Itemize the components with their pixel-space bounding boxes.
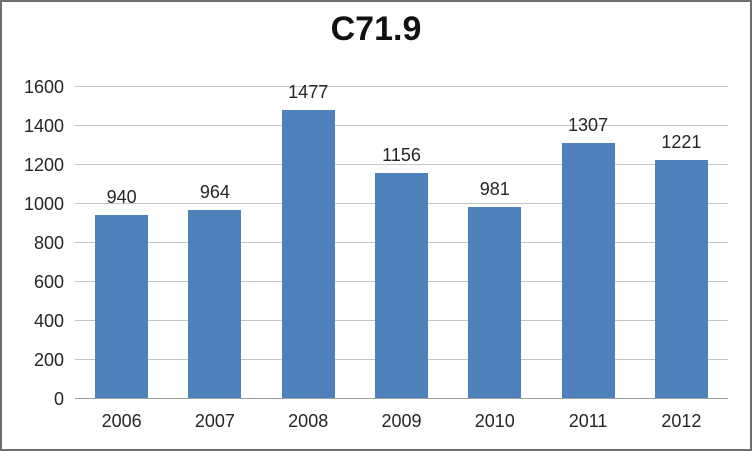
x-tick-label: 2008 [288,411,329,431]
y-tick-label: 1000 [23,194,64,214]
bar-2011 [561,143,615,398]
y-tick-label: 1600 [23,77,64,97]
bar-2012 [654,159,708,398]
bar-2007 [188,210,242,398]
bar-value-label: 1221 [661,131,702,152]
x-tick-label: 2010 [474,411,515,431]
x-tick-label: 2009 [381,411,422,431]
bar-value-label: 981 [479,178,510,199]
y-axis: 0 200 400 600 800 1000 1200 1400 1600 [2,77,64,409]
y-tick-label: 600 [33,272,64,292]
gridline [75,125,728,126]
y-tick-label: 800 [33,233,64,253]
y-tick-label: 200 [33,350,64,370]
bar-value-label: 1477 [288,82,329,102]
gridline [75,164,728,165]
x-tick-label: 2006 [101,411,142,431]
bar-value-label: 964 [199,182,230,203]
x-axis: 2006 2007 2008 2009 2010 2011 2012 [75,408,728,434]
y-tick-label: 0 [53,389,64,409]
chart-title: C71.9 [330,10,422,48]
y-tick-label: 400 [33,311,64,331]
y-tick-label: 1200 [23,155,64,175]
x-axis-line [75,398,728,399]
plot-area: 940 964 1477 1156 981 1307 1221 [75,82,728,399]
bar-value-label: 940 [106,186,137,207]
gridline [75,86,728,87]
x-tick-label: 2007 [194,411,235,431]
x-tick-label: 2012 [661,411,702,431]
bar-2009 [375,172,428,398]
y-tick-label: 1400 [23,116,64,136]
x-tick-label: 2011 [568,411,608,431]
bar-value-label: 1307 [568,115,609,136]
bar-2006 [95,214,149,398]
bar-value-label: 1156 [382,144,421,165]
bar-2010 [468,206,522,398]
bar-2008 [281,110,335,398]
